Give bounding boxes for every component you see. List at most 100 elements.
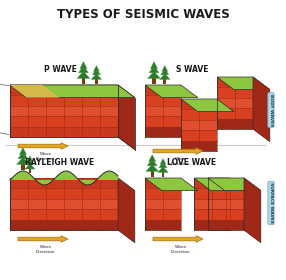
Polygon shape [10, 116, 118, 127]
Polygon shape [29, 168, 31, 173]
Polygon shape [27, 156, 33, 161]
Polygon shape [10, 199, 118, 209]
Polygon shape [208, 178, 244, 188]
Polygon shape [208, 178, 261, 191]
Polygon shape [194, 188, 230, 199]
Polygon shape [152, 77, 156, 84]
Text: Compression: Compression [0, 127, 9, 134]
Polygon shape [10, 127, 118, 137]
Polygon shape [253, 77, 270, 142]
Polygon shape [17, 157, 29, 164]
Polygon shape [145, 178, 198, 191]
Polygon shape [82, 77, 85, 84]
Polygon shape [150, 62, 158, 69]
Polygon shape [145, 85, 181, 95]
Polygon shape [145, 95, 181, 106]
Polygon shape [217, 87, 253, 98]
Text: Wave
Direction: Wave Direction [171, 157, 190, 165]
Polygon shape [146, 164, 158, 171]
Polygon shape [145, 85, 198, 98]
Polygon shape [148, 71, 160, 78]
Text: P WAVE: P WAVE [43, 65, 76, 74]
FancyArrow shape [153, 236, 203, 242]
Polygon shape [118, 178, 135, 242]
Polygon shape [118, 85, 135, 108]
Polygon shape [145, 106, 181, 116]
Polygon shape [160, 158, 166, 164]
Polygon shape [145, 178, 181, 188]
Text: Wave
Direction: Wave Direction [36, 152, 55, 161]
Polygon shape [118, 127, 135, 150]
Polygon shape [21, 163, 25, 170]
Polygon shape [149, 66, 159, 73]
Polygon shape [217, 108, 253, 119]
Polygon shape [181, 99, 217, 109]
Polygon shape [181, 109, 217, 120]
Polygon shape [10, 85, 118, 95]
Polygon shape [91, 74, 102, 80]
Polygon shape [208, 188, 244, 199]
Polygon shape [208, 199, 244, 209]
Polygon shape [161, 69, 169, 75]
Text: S WAVE: S WAVE [176, 65, 208, 74]
Polygon shape [145, 188, 181, 199]
Polygon shape [10, 85, 135, 98]
Polygon shape [158, 167, 168, 172]
Polygon shape [194, 220, 230, 230]
Polygon shape [145, 209, 181, 220]
Text: Wave
Direction: Wave Direction [36, 245, 55, 254]
Polygon shape [194, 178, 247, 191]
Polygon shape [10, 220, 118, 230]
FancyArrow shape [153, 148, 203, 154]
Text: RAYLEIGH WAVE: RAYLEIGH WAVE [25, 158, 95, 167]
Text: SURFACE WAVES: SURFACE WAVES [269, 183, 273, 223]
Polygon shape [10, 85, 59, 98]
Polygon shape [10, 209, 118, 220]
Polygon shape [181, 120, 217, 130]
Text: Wave
Direction: Wave Direction [171, 245, 190, 254]
Polygon shape [217, 119, 253, 129]
FancyArrow shape [18, 236, 68, 242]
Polygon shape [181, 130, 217, 141]
Polygon shape [163, 78, 166, 84]
Polygon shape [79, 66, 88, 73]
Polygon shape [118, 95, 135, 118]
Polygon shape [92, 69, 100, 75]
Polygon shape [159, 162, 167, 168]
Polygon shape [181, 141, 217, 151]
Polygon shape [145, 127, 181, 137]
Polygon shape [147, 159, 157, 166]
Polygon shape [145, 116, 181, 127]
Polygon shape [162, 66, 168, 71]
Polygon shape [217, 77, 270, 90]
Polygon shape [208, 209, 244, 220]
Polygon shape [18, 152, 28, 159]
Polygon shape [77, 71, 90, 78]
Polygon shape [208, 220, 244, 230]
Polygon shape [118, 106, 135, 129]
Polygon shape [217, 98, 253, 108]
Polygon shape [10, 106, 118, 116]
FancyArrow shape [18, 143, 68, 149]
Polygon shape [244, 178, 261, 242]
Polygon shape [145, 220, 181, 230]
Polygon shape [10, 178, 118, 188]
Polygon shape [162, 171, 164, 177]
Text: LOVE WAVE: LOVE WAVE [167, 158, 217, 167]
Polygon shape [10, 85, 135, 98]
Polygon shape [95, 78, 98, 84]
Polygon shape [194, 199, 230, 209]
Polygon shape [149, 155, 156, 162]
Polygon shape [217, 77, 253, 87]
Polygon shape [26, 159, 34, 165]
Polygon shape [118, 85, 135, 150]
Text: TYPES OF SEISMIC WAVES: TYPES OF SEISMIC WAVES [57, 8, 229, 21]
Polygon shape [10, 95, 118, 106]
Polygon shape [10, 85, 118, 137]
Polygon shape [118, 116, 135, 139]
Polygon shape [80, 62, 87, 69]
Polygon shape [150, 170, 154, 177]
Polygon shape [25, 164, 35, 169]
Polygon shape [194, 178, 230, 188]
Polygon shape [145, 199, 181, 209]
